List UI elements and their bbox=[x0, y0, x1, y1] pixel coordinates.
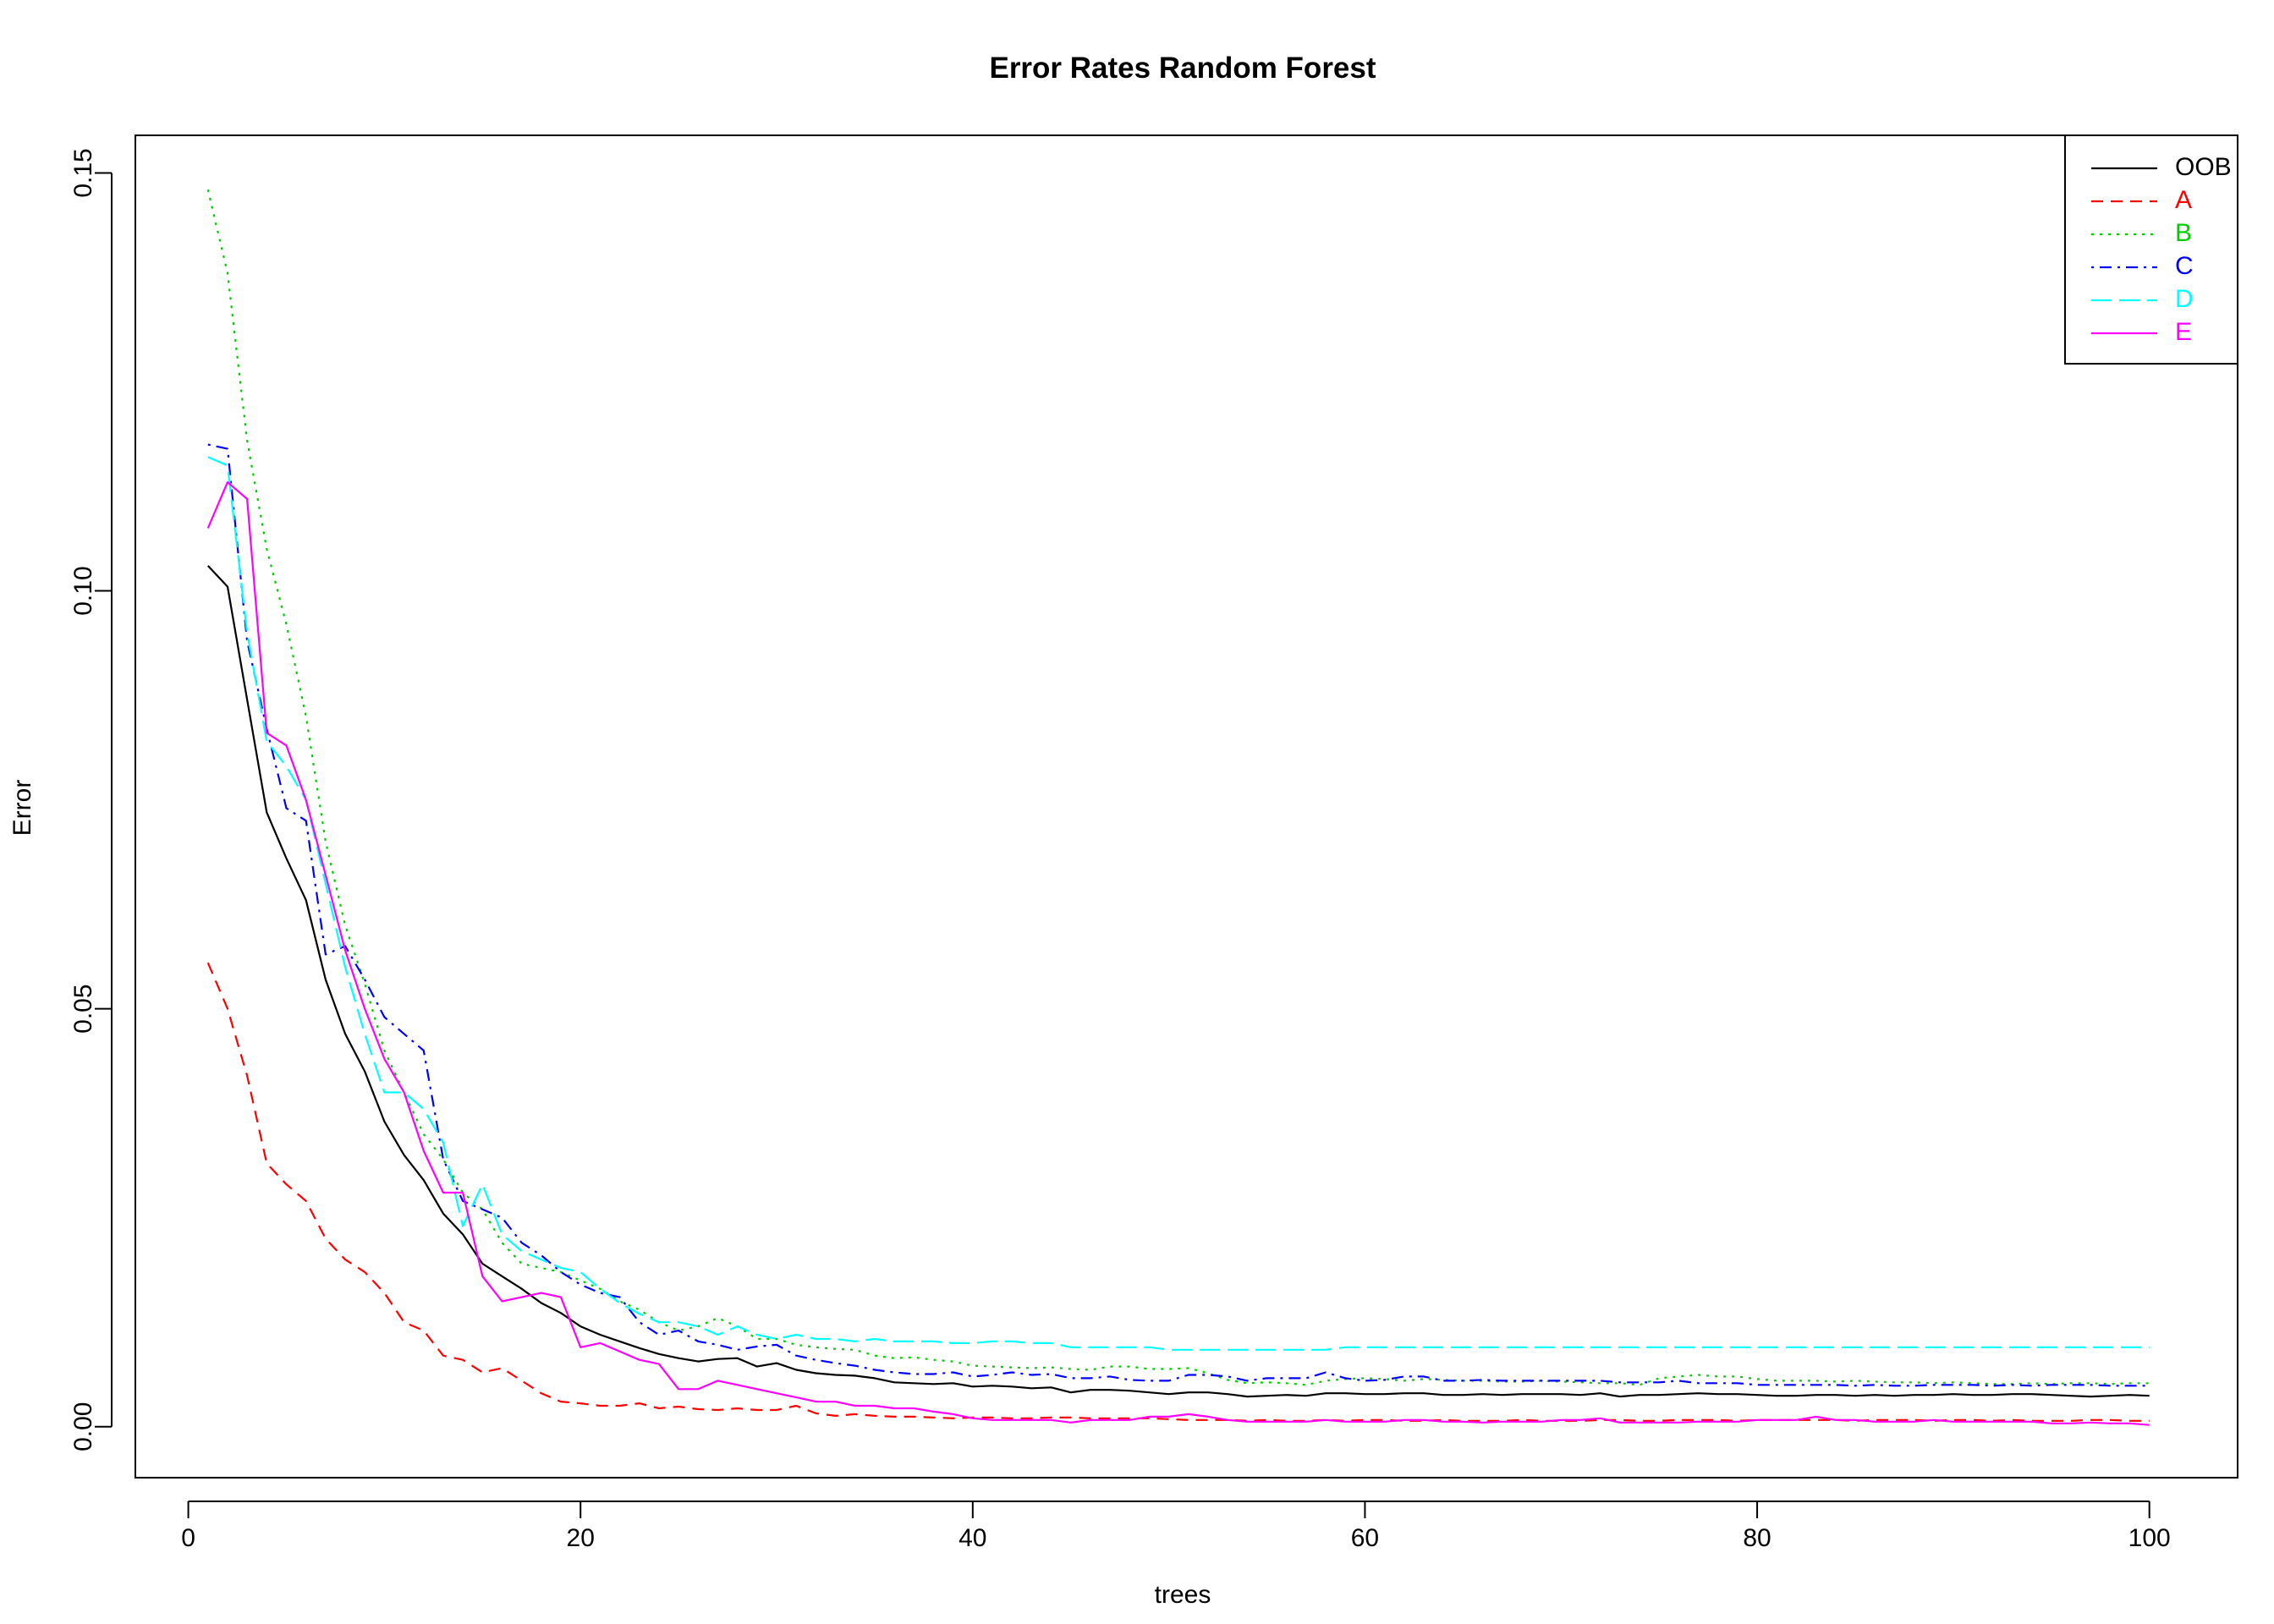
legend-box bbox=[2064, 134, 2238, 365]
legend-label-a: A bbox=[2175, 186, 2192, 214]
series-line-c bbox=[207, 443, 2150, 1387]
y-axis: 0.00 0.05 0.10 0.15 bbox=[69, 148, 113, 1451]
y-tick-label: 0.10 bbox=[69, 566, 97, 615]
series-line-a bbox=[206, 962, 2150, 1422]
y-tick-label: 0.00 bbox=[69, 1402, 97, 1451]
legend-label-e: E bbox=[2175, 318, 2192, 346]
legend-label-b: B bbox=[2175, 219, 2192, 247]
x-tick-label: 60 bbox=[1351, 1524, 1379, 1552]
y-tick-label: 0.05 bbox=[69, 984, 97, 1033]
series-line-e bbox=[206, 480, 2150, 1426]
legend-label-oob: OOB bbox=[2175, 153, 2232, 181]
y-tick-label: 0.15 bbox=[69, 148, 97, 197]
plot-frame bbox=[135, 134, 2238, 1479]
x-axis: 0 20 40 60 80 100 bbox=[181, 1501, 2171, 1552]
x-tick-label: 100 bbox=[2128, 1524, 2171, 1552]
x-tick-label: 0 bbox=[181, 1524, 195, 1552]
x-axis-label: trees bbox=[1155, 1581, 1211, 1609]
series-layer bbox=[206, 189, 2150, 1426]
chart-title: Error Rates Random Forest bbox=[989, 52, 1376, 85]
x-tick-label: 80 bbox=[1743, 1524, 1771, 1552]
y-axis-label: Error bbox=[8, 780, 36, 837]
legend-label-c: C bbox=[2175, 252, 2194, 280]
x-tick-label: 40 bbox=[958, 1524, 986, 1552]
series-line-d bbox=[207, 456, 2150, 1351]
x-tick-label: 20 bbox=[567, 1524, 595, 1552]
series-line-b bbox=[206, 189, 2150, 1386]
legend-label-d: D bbox=[2175, 285, 2194, 313]
